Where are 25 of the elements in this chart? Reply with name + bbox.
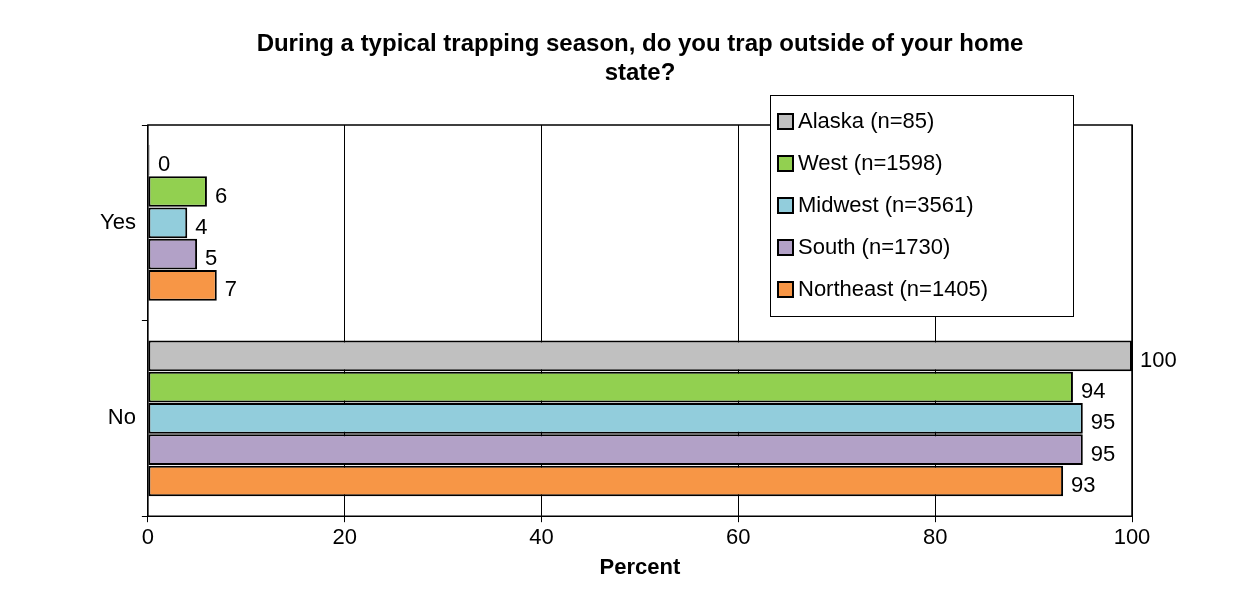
legend-label: West (n=1598) [798, 150, 943, 176]
legend-label: Midwest (n=3561) [798, 192, 974, 218]
data-label: 95 [1090, 440, 1116, 466]
data-label: 95 [1090, 409, 1116, 435]
x-tick-label: 20 [332, 524, 357, 550]
x-tick-label: 100 [1113, 524, 1151, 550]
x-axis-title: Percent [599, 553, 681, 579]
chart-title: During a typical trapping season, do you trap outside of your home state? [255, 28, 1025, 86]
legend-label: Northeast (n=1405) [798, 276, 989, 302]
data-label: 100 [1140, 346, 1177, 372]
x-tick-label: 60 [726, 524, 751, 550]
y-tick-label: Yes [100, 208, 136, 234]
y-tick-label: No [107, 404, 136, 430]
data-label: 93 [1071, 472, 1096, 498]
data-label: 94 [1080, 378, 1106, 404]
data-label: 0 [157, 151, 171, 177]
data-label: 6 [214, 182, 228, 208]
legend-label: South (n=1730) [798, 234, 951, 260]
data-label: 5 [205, 245, 218, 271]
x-tick-label: 40 [529, 524, 554, 550]
data-label: 7 [224, 276, 238, 302]
data-label: 4 [195, 213, 208, 239]
x-tick-label: 80 [922, 524, 948, 550]
x-tick-label: 0 [141, 524, 155, 550]
legend-label: Alaska (n=85) [798, 108, 935, 134]
